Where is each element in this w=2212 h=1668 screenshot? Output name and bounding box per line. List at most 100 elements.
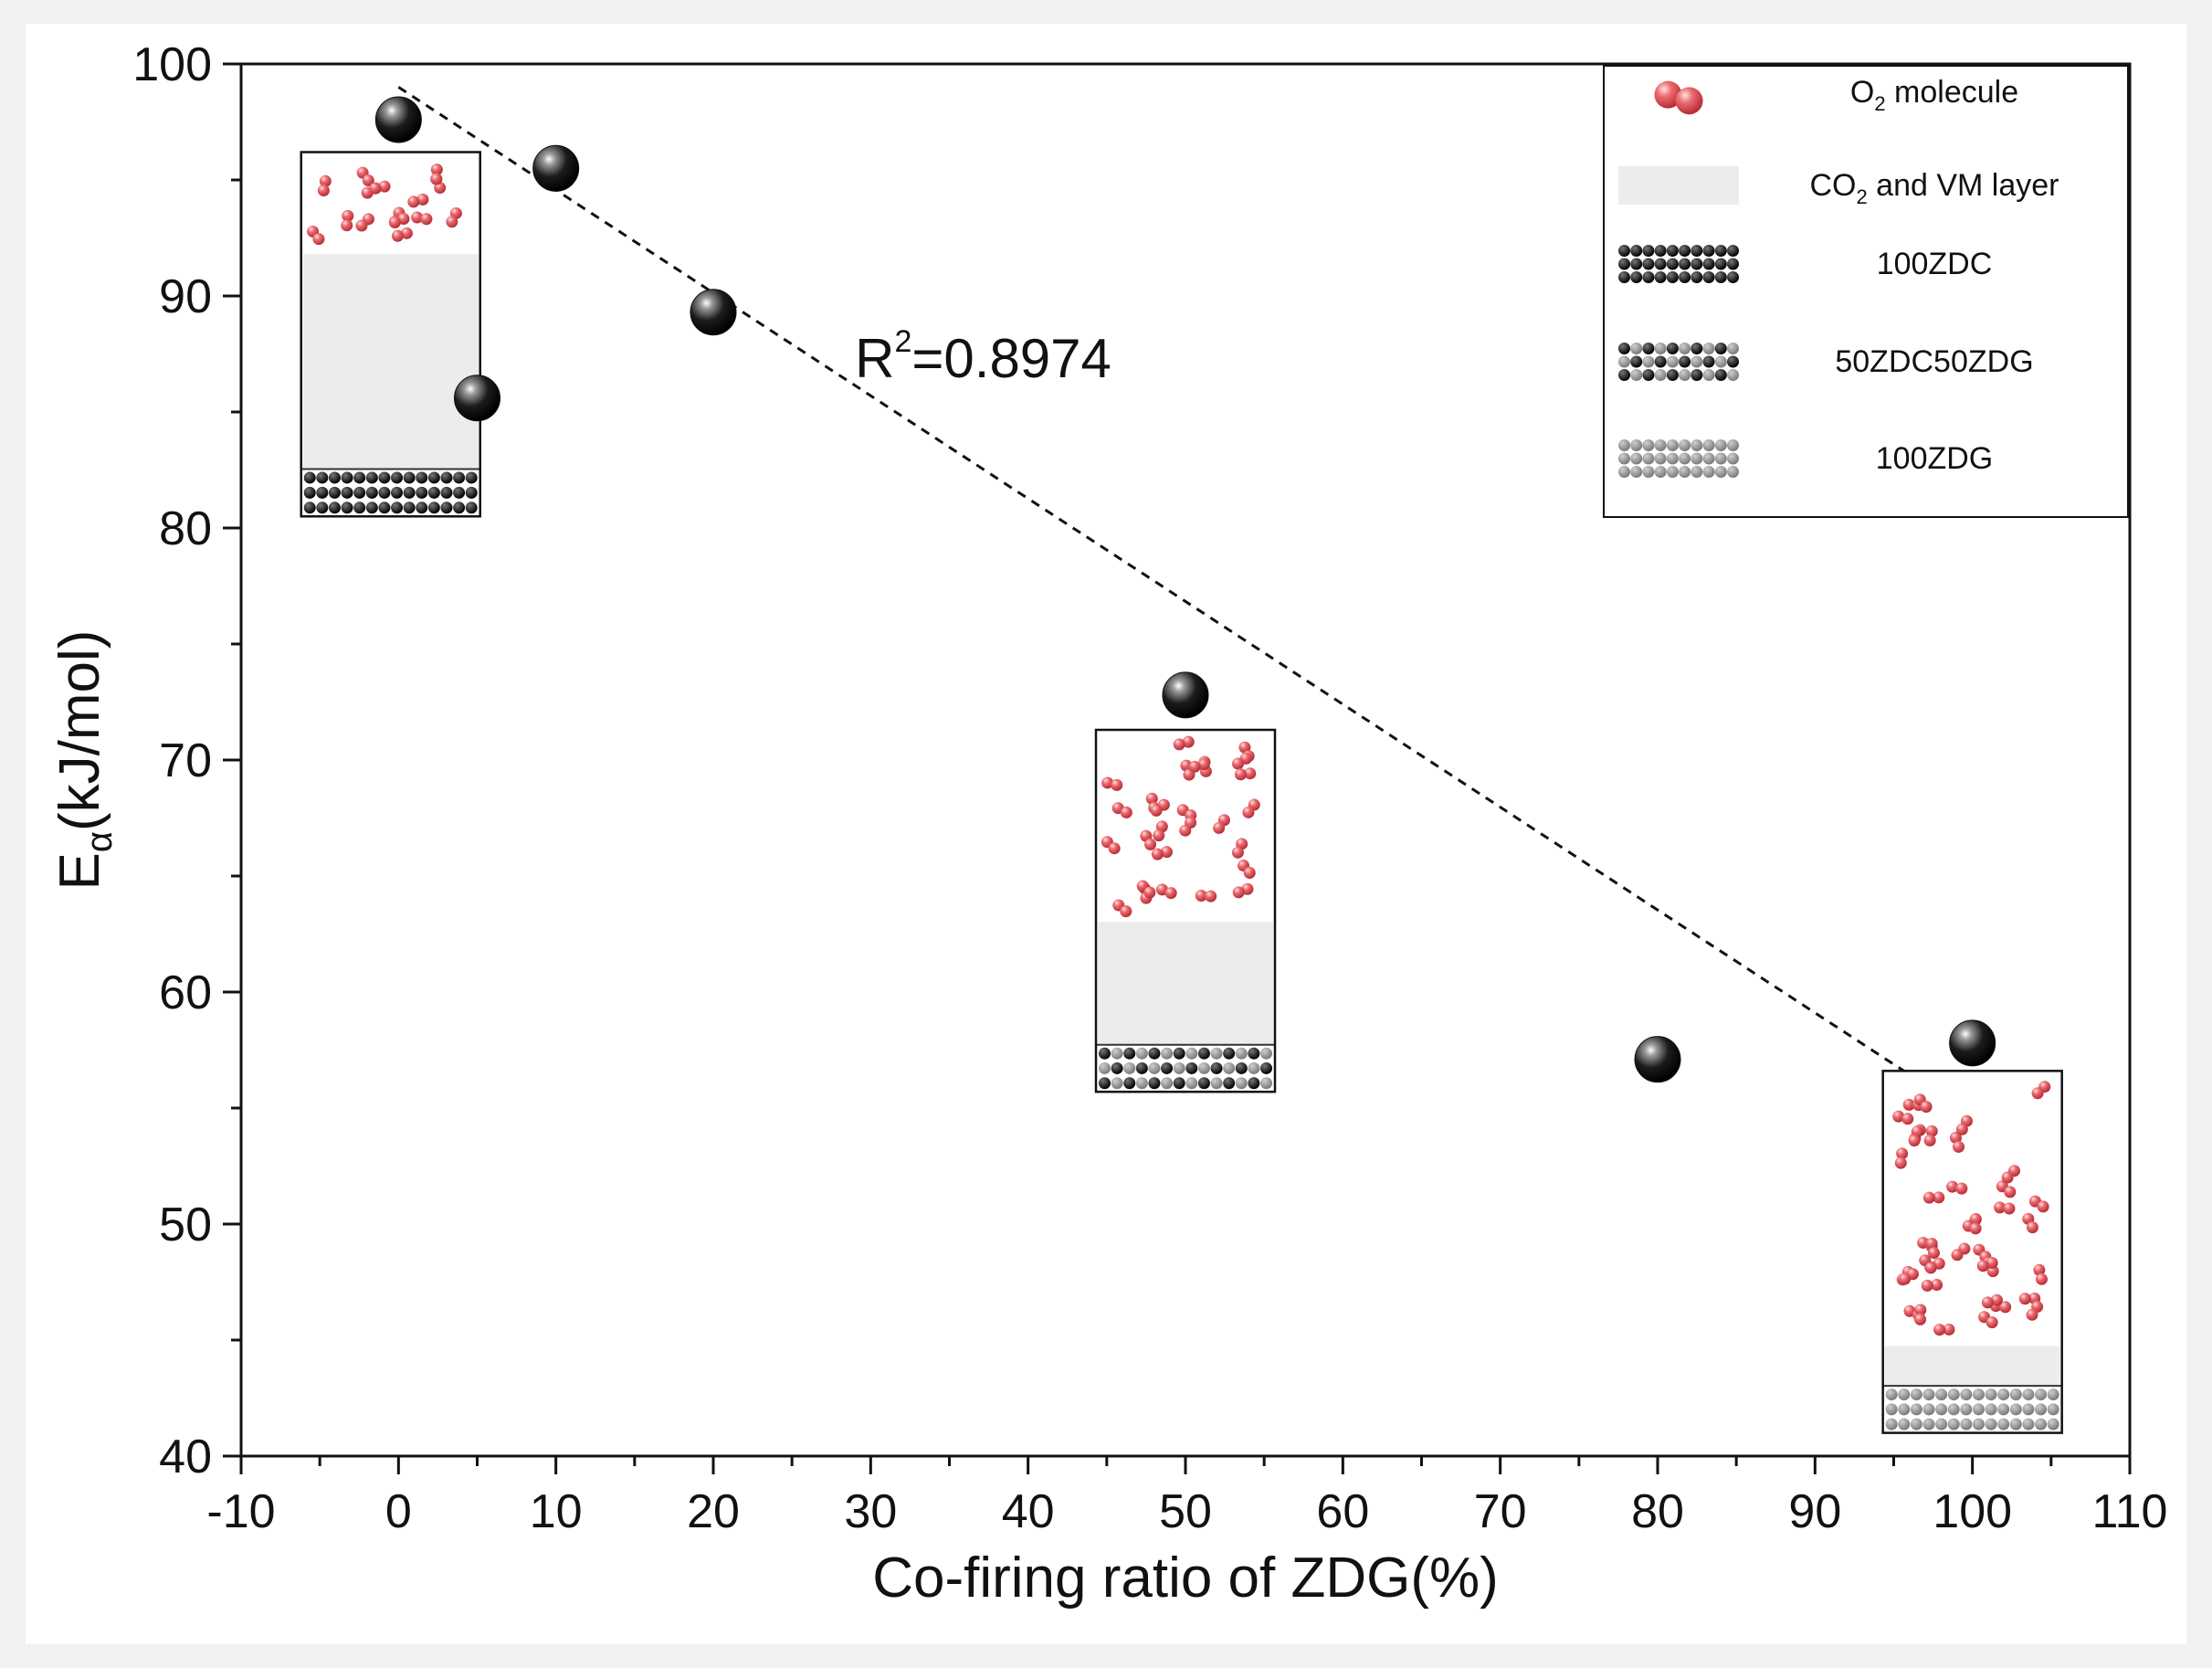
o2-atom [1933, 1324, 1946, 1336]
fuel-particle [353, 471, 366, 484]
o2-atom [1920, 1101, 1933, 1114]
fuel-particle [1235, 1061, 1248, 1074]
gas-layer-swatch [1618, 166, 1739, 205]
fuel-particle [1997, 1418, 2010, 1430]
legend-label-main: 100ZDC [1877, 247, 1993, 281]
o2-molecule [411, 211, 433, 226]
y-axis-label-sub: α [79, 831, 120, 852]
fuel-particle [1666, 245, 1679, 257]
data-point-marker [374, 96, 422, 143]
fuel-particle [1630, 355, 1643, 368]
legend-entry: O2 molecule [1654, 75, 2018, 115]
fuel-particle [1898, 1388, 1911, 1401]
fuel-particle [427, 471, 440, 484]
o2-atom [1924, 1262, 1937, 1274]
o2-molecule [1951, 1242, 1971, 1262]
legend-label-main: CO [1809, 168, 1856, 203]
o2-molecule [1996, 1180, 2017, 1198]
x-tick-label: 20 [687, 1485, 740, 1538]
fuel-particle [1997, 1388, 2010, 1401]
fuel-particle [2022, 1418, 2035, 1430]
o2-atom [1160, 846, 1173, 859]
o2-molecule [446, 206, 462, 228]
fuel-particle [1630, 452, 1643, 465]
o2-molecule [1232, 882, 1254, 899]
gas-layer [1098, 921, 1273, 1045]
fuel-particle [440, 486, 453, 499]
o2-atom [1931, 1279, 1943, 1292]
o2-molecule [356, 166, 374, 186]
fuel-particle [1714, 369, 1727, 381]
o2-molecule [1969, 1213, 1982, 1235]
o2-region [1892, 1081, 2051, 1336]
o2-molecule [1955, 1114, 1973, 1135]
x-axis-label: Co-firing ratio of ZDG(%) [872, 1547, 1499, 1610]
o2-atom [1144, 838, 1157, 850]
fuel-particle [1642, 452, 1655, 465]
r-squared-value: =0.8974 [911, 328, 1111, 389]
fuel-particle [453, 486, 466, 499]
o2-atom [1902, 1098, 1915, 1111]
gas-layer [302, 254, 479, 470]
o2-atom [1933, 1191, 1945, 1204]
fuel-particle [1223, 1061, 1236, 1074]
o2-molecule [1978, 1311, 1998, 1329]
fuel-particle [1210, 1077, 1223, 1090]
o2-molecule [2026, 1301, 2044, 1321]
fuel-particle [1702, 452, 1715, 465]
o2-atom [1153, 829, 1165, 842]
fuel-particle [1885, 1403, 1898, 1416]
o2-atom [1969, 1222, 1982, 1235]
fuel-particle [1654, 355, 1667, 368]
fuel-particle [416, 486, 428, 499]
o2-atom [1120, 905, 1132, 918]
fuel-particle [316, 501, 329, 514]
fuel-particle [440, 471, 453, 484]
o2-molecule [1238, 860, 1256, 879]
o2-molecule [1101, 836, 1121, 855]
fuel-particle [1947, 1403, 1960, 1416]
fuel-particle [1727, 258, 1739, 270]
legend-label-sub: 2 [1856, 185, 1867, 208]
fuel-particle [1727, 466, 1739, 478]
fuel-particle [1161, 1077, 1174, 1090]
fuel-particle [465, 486, 478, 499]
x-tick-label: 80 [1631, 1485, 1684, 1538]
fuel-particle [1099, 1077, 1111, 1090]
y-axis-label: Eα(kJ/mol) [48, 630, 120, 891]
o2-molecule [1101, 776, 1123, 791]
o2-atom [1894, 1156, 1907, 1169]
fuel-particle [1123, 1061, 1136, 1074]
fuel-particle [378, 501, 391, 514]
fuel-particle [1691, 369, 1703, 381]
o2-molecule [407, 193, 429, 208]
fuel-particle [1691, 439, 1703, 451]
fuel-particle [1960, 1403, 1973, 1416]
fuel-particle [1185, 1061, 1198, 1074]
fuel-particle [1197, 1077, 1210, 1090]
fuel-particle [1235, 1047, 1248, 1060]
o2-atom [1994, 1201, 2007, 1214]
o2-molecule [1894, 1147, 1909, 1169]
o2-molecule [1925, 1237, 1940, 1260]
fuel-particle [1691, 271, 1703, 283]
data-point [454, 375, 500, 422]
o2-atom [369, 182, 382, 195]
o2-atom [378, 180, 391, 193]
fuel-particle [1714, 245, 1727, 257]
fuel-particle [1248, 1047, 1260, 1060]
fuel-particle [1922, 1403, 1935, 1416]
y-tick-label: 100 [132, 38, 212, 91]
y-tick-label: 70 [159, 734, 212, 787]
fuel-particle [1173, 1077, 1185, 1090]
fuel-particle [303, 501, 316, 514]
o2-atom [1921, 1279, 1933, 1292]
fuel-particle [1618, 258, 1630, 270]
o2-atom [1675, 87, 1703, 115]
legend-entry: 100ZDC [1618, 245, 1992, 283]
fuel-particle [1666, 369, 1679, 381]
fuel-particle [465, 471, 478, 484]
fuel-particle [1642, 466, 1655, 478]
o2-molecule [2031, 1081, 2051, 1100]
legend-label-rest: molecule [1886, 75, 2019, 110]
